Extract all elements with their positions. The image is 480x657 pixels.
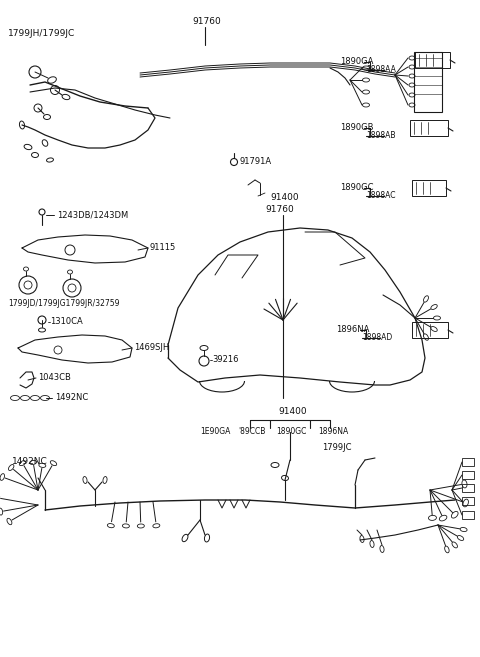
Text: 1492NC: 1492NC <box>55 394 88 403</box>
Text: 91400: 91400 <box>270 194 299 202</box>
Text: 1890GB: 1890GB <box>340 124 373 133</box>
Text: 1890GC: 1890GC <box>340 183 373 193</box>
Text: 91791A: 91791A <box>240 158 272 166</box>
Text: 91760: 91760 <box>265 206 294 214</box>
Text: 1469SJH: 1469SJH <box>134 344 169 353</box>
Text: 39216: 39216 <box>212 355 239 365</box>
Text: 91400: 91400 <box>278 407 307 417</box>
Text: 1890GA: 1890GA <box>340 58 373 66</box>
Text: 1898AD: 1898AD <box>362 334 392 342</box>
Text: 1799JC: 1799JC <box>322 443 351 453</box>
Bar <box>412 322 448 338</box>
Text: '89CCB: '89CCB <box>238 428 265 436</box>
Text: 1898AC: 1898AC <box>366 191 396 200</box>
Text: 1310CA: 1310CA <box>50 317 83 327</box>
Text: 1243DB/1243DM: 1243DB/1243DM <box>57 210 128 219</box>
Text: 1898AB: 1898AB <box>366 131 396 141</box>
Text: 1043CB: 1043CB <box>38 373 71 382</box>
Bar <box>414 52 442 112</box>
Bar <box>412 180 446 196</box>
Bar <box>462 511 474 519</box>
Bar <box>410 120 448 136</box>
Text: 1890GC: 1890GC <box>276 428 306 436</box>
Text: 1898AA: 1898AA <box>366 66 396 74</box>
Text: 1E90GA: 1E90GA <box>200 428 230 436</box>
Text: 1799JD/1799JG1799JR/32759: 1799JD/1799JG1799JR/32759 <box>8 298 120 307</box>
Bar <box>462 497 474 505</box>
Text: 1492NC: 1492NC <box>12 457 48 466</box>
Text: 91760: 91760 <box>192 18 221 26</box>
Text: 1896NA: 1896NA <box>318 428 348 436</box>
Text: 1799JH/1799JC: 1799JH/1799JC <box>8 28 75 37</box>
Bar <box>415 52 450 68</box>
Text: 91115: 91115 <box>150 244 176 252</box>
Bar <box>462 458 474 466</box>
Bar <box>462 484 474 492</box>
Text: 1896NA: 1896NA <box>336 325 370 334</box>
Bar <box>462 471 474 479</box>
